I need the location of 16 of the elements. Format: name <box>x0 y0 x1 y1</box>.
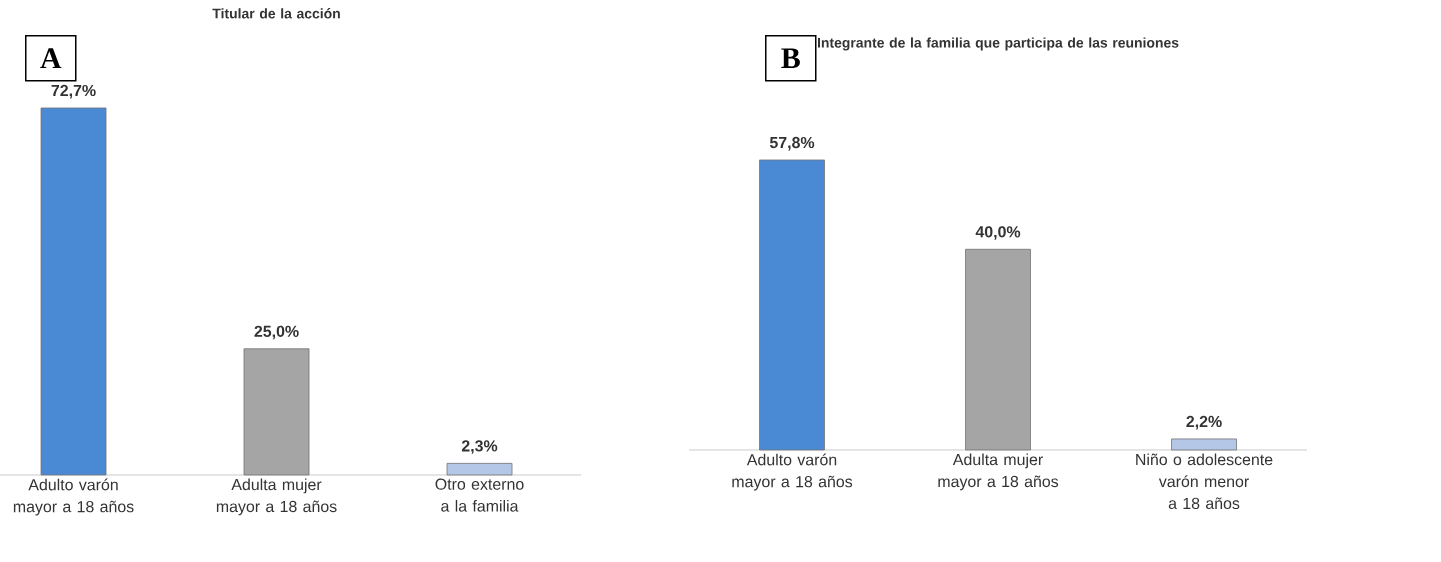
chart-title: Integrante de la familia que participa de las reuniones <box>817 37 1179 51</box>
x-tick-label: Adulta mujer mayor a 18 años <box>938 453 1059 491</box>
data-label: 2,2% <box>1186 415 1222 430</box>
data-label: 72,7% <box>51 84 96 99</box>
data-label: 40,0% <box>975 226 1021 240</box>
x-tick-label: Otro externo a la familia <box>435 478 524 512</box>
data-label: 2,3% <box>461 440 498 454</box>
x-tick-label: Adulta mujer mayor a 18 años <box>216 478 337 516</box>
x-tick-label: Adulto varón mayor a 18 años <box>732 453 853 491</box>
text: A <box>40 48 62 69</box>
x-tick-label: Niño o adolescente varón menor a 18 años <box>1136 453 1273 510</box>
x-tick-label: Adulto varón mayor a 18 años <box>13 478 134 516</box>
text: B <box>781 48 800 69</box>
data-label: 57,8% <box>769 136 815 151</box>
chart-title: Titular de la acción <box>212 8 340 19</box>
data-label: 25,0% <box>254 325 299 340</box>
